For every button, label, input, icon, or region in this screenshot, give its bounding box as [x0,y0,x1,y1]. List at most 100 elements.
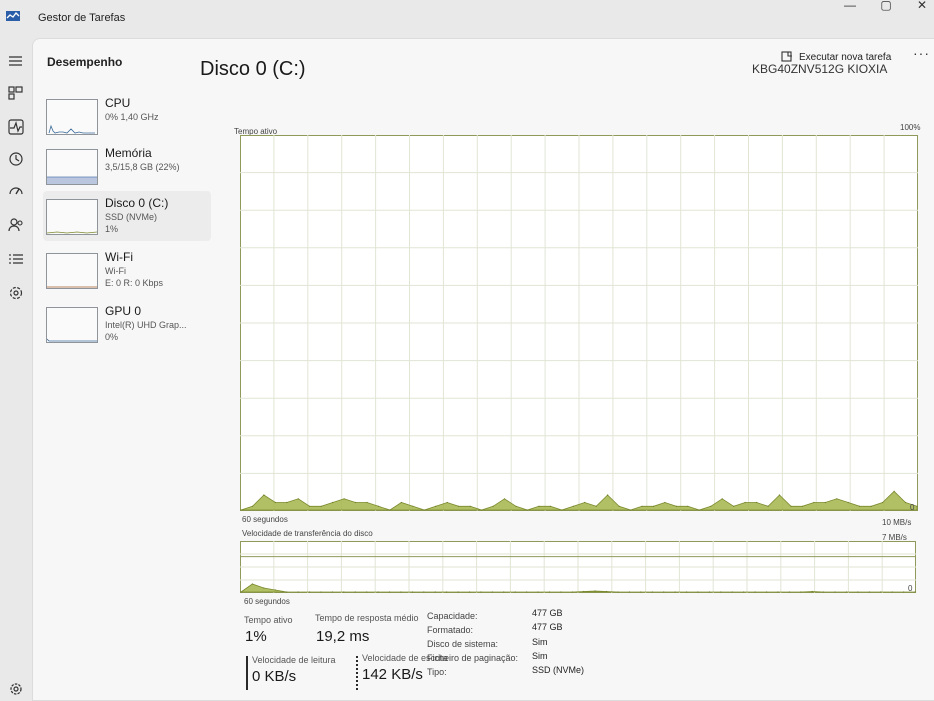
data-point [263,494,265,496]
data-point [663,591,665,593]
data-point [468,591,471,593]
sidebar-item-usage: 1% [105,224,119,234]
data-point [377,591,379,593]
sidebar-item-disk[interactable]: Disco 0 (C:) SSD (NVMe) 1% [43,191,211,241]
data-point [400,591,402,593]
data-point [868,591,870,593]
disk-title: Disco 0 (C:) [200,58,306,80]
data-point [675,505,677,507]
data-point [571,591,573,593]
sidebar-item-cpu[interactable]: CPU 0% 1,40 GHz [43,91,211,141]
data-point [435,505,437,507]
data-point [320,591,322,593]
sidebar-item-gpu[interactable]: GPU 0 Intel(R) UHD Grap... 0% [43,299,211,349]
data-point [664,501,666,504]
active-time-max-label: 100% [900,123,921,132]
data-point [320,505,322,507]
info-label: Capacidade: [427,611,478,621]
data-point [343,498,345,500]
data-point [767,505,769,507]
data-point [641,505,643,507]
active-time-chart-title: Tempo ativo [234,127,278,136]
info-label: Tipo: [427,667,447,677]
data-point [332,501,334,504]
more-options-button[interactable]: ··· [913,45,930,61]
data-point [297,591,299,593]
window-title: Gestor de Tarefas [38,12,126,24]
title-bar: Gestor de Tarefas — ▢ ✕ [0,0,934,36]
info-label: Disco de sistema: [427,639,499,649]
data-point [286,501,288,504]
sidebar-item-detail: Wi-Fi [105,266,126,276]
page-title: Desempenho [47,55,123,69]
data-point [698,509,700,511]
users-icon[interactable] [6,216,26,234]
data-point [366,591,368,593]
data-point [916,505,918,507]
settings-gear-icon[interactable] [6,680,26,698]
data-point [674,591,676,593]
data-point [834,591,836,593]
data-point [331,591,333,593]
data-point [309,505,311,507]
minimize-button[interactable]: — [844,0,856,12]
data-point [904,501,907,504]
data-point [744,501,746,504]
data-point [652,505,655,507]
sidebar-item-name: Wi-Fi [105,250,133,264]
data-point [503,591,505,593]
info-value: Sim [532,651,548,661]
sidebar-item-detail: Intel(R) UHD Grap... [105,320,187,330]
data-point [423,509,425,511]
data-point [685,591,688,593]
data-point [297,498,299,500]
data-point [595,505,597,507]
write-speed-label: Velocidade de escrita [362,653,448,663]
data-point [880,591,882,593]
data-point [800,591,802,593]
data-point [400,501,402,504]
transfer-x-label: 60 segundos [244,597,290,606]
info-label: Ficheiro de paginação: [427,653,519,663]
data-point [389,509,391,511]
data-point [355,501,357,504]
data-point [537,591,539,593]
data-point [411,591,413,593]
hamburger-menu-icon[interactable] [6,52,26,70]
data-point [708,591,710,593]
memory-thumbnail [46,149,98,185]
data-point [870,505,872,507]
sidebar-item-detail: 3,5/15,8 GB (22%) [105,162,180,172]
details-icon[interactable] [6,250,26,268]
startup-apps-icon[interactable] [6,182,26,200]
data-point [836,498,838,500]
data-point [560,591,562,593]
disk-model: KBG40ZNV512G KIOXIA [752,62,888,76]
processes-icon[interactable] [6,84,26,102]
data-point [765,591,768,593]
run-new-task-button[interactable]: Executar nova tarefa [781,51,891,63]
cpu-thumbnail [46,99,98,135]
services-icon[interactable] [6,284,26,302]
info-label: Formatado: [427,625,474,635]
performance-icon[interactable] [6,118,26,136]
data-point [457,591,459,593]
data-point [515,505,517,507]
data-point [801,505,804,507]
app-history-icon[interactable] [6,150,26,168]
data-point [731,591,733,593]
write-speed-value: 142 KB/s [362,666,423,683]
close-button[interactable]: ✕ [916,0,928,12]
sidebar-item-wifi[interactable]: Wi-Fi Wi-Fi E: 0 R: 0 Kbps [43,245,211,295]
data-point [561,509,563,511]
data-point [366,501,368,504]
data-point [583,590,585,593]
wifi-thumbnail [46,253,98,289]
sidebar-item-usage: E: 0 R: 0 Kbps [105,278,164,288]
active-time-stat-label: Tempo ativo [244,615,293,625]
data-point [343,591,345,593]
sidebar-item-memory[interactable]: Memória 3,5/15,8 GB (22%) [43,141,211,191]
maximize-button[interactable]: ▢ [880,0,892,12]
data-point [354,591,356,593]
active-time-x-label: 60 segundos [242,515,288,524]
